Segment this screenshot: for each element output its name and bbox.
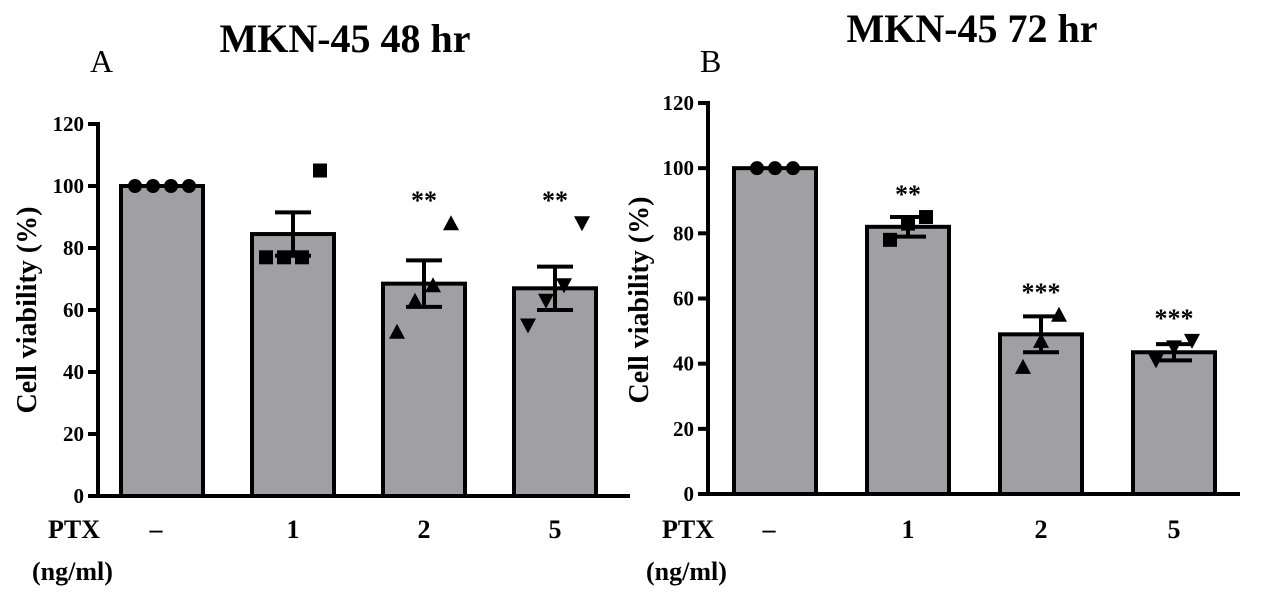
category-label: – <box>762 515 777 544</box>
bar <box>119 184 205 498</box>
category-label: 1 <box>902 515 915 544</box>
bar <box>1131 350 1217 497</box>
y-tick-label: 0 <box>684 482 695 506</box>
data-point <box>182 179 196 193</box>
y-tick-label: 20 <box>673 417 694 441</box>
chart-title: MKN-45 72 hr <box>846 6 1097 51</box>
data-point <box>919 210 933 225</box>
data-point <box>407 292 423 308</box>
y-axis-label: Cell viability (%) <box>12 207 43 414</box>
data-point <box>574 216 590 232</box>
chart-title: MKN-45 48 hr <box>219 16 470 61</box>
bar <box>998 332 1084 497</box>
panel-b: MKN-45 72 hr B Cell viability (%) PTX (n… <box>624 6 1240 586</box>
data-point <box>1184 333 1200 349</box>
y-tick-label: 80 <box>673 221 694 245</box>
panel-a: MKN-45 48 hr A Cell viability (%) PTX (n… <box>12 16 630 586</box>
data-point <box>277 250 291 265</box>
data-point <box>1166 340 1182 356</box>
bar <box>381 281 467 498</box>
x-axis-name-line2: (ng/ml) <box>32 557 113 586</box>
y-tick-label: 0 <box>74 484 85 508</box>
y-tick-label: 60 <box>673 287 694 311</box>
x-axis-name-line1: PTX <box>662 515 714 544</box>
category-label: 5 <box>1168 515 1181 544</box>
data-point <box>768 161 782 176</box>
data-point <box>164 179 178 193</box>
significance-label: ** <box>542 186 568 215</box>
y-tick-label: 40 <box>673 352 694 376</box>
y-tick-label: 100 <box>663 156 695 180</box>
data-point <box>1051 306 1067 322</box>
data-point <box>1033 332 1049 348</box>
data-point <box>295 250 309 265</box>
panel-label: A <box>90 43 113 79</box>
data-point <box>1148 353 1164 369</box>
bar <box>250 232 336 499</box>
significance-label: ** <box>411 186 437 215</box>
category-label: 5 <box>549 515 562 544</box>
category-label: 2 <box>1035 515 1048 544</box>
data-point <box>389 323 405 339</box>
data-point <box>901 216 915 231</box>
data-point <box>556 278 572 294</box>
y-tick-label: 20 <box>63 422 84 446</box>
data-point <box>1015 358 1031 374</box>
significance-label: ** <box>895 180 921 209</box>
category-label: – <box>149 515 164 544</box>
significance-label: *** <box>1022 278 1061 307</box>
data-point <box>259 250 273 265</box>
data-point <box>750 161 764 176</box>
y-axis-label: Cell viability (%) <box>624 197 655 404</box>
y-tick-label: 80 <box>63 236 84 260</box>
y-tick-label: 60 <box>63 298 84 322</box>
bar <box>732 166 818 497</box>
x-axis-name-line2: (ng/ml) <box>646 557 727 586</box>
panel-label: B <box>700 43 721 79</box>
data-point <box>313 163 327 178</box>
bar <box>865 224 951 496</box>
category-label: 2 <box>418 515 431 544</box>
x-axis-name-line1: PTX <box>48 515 100 544</box>
y-tick-label: 40 <box>63 360 84 384</box>
data-point <box>883 232 897 247</box>
data-point <box>425 277 441 293</box>
significance-label: *** <box>1155 304 1194 333</box>
y-tick-label: 120 <box>53 112 85 136</box>
y-tick-label: 120 <box>663 91 695 115</box>
data-point <box>786 161 800 176</box>
plot-marks: ** ** 0 20 40 60 80 100 120 – 1 2 5 <box>53 112 630 544</box>
y-tick-label: 100 <box>53 174 85 198</box>
data-point <box>128 179 142 193</box>
data-point <box>538 293 554 309</box>
data-point <box>146 179 160 193</box>
data-point <box>443 215 459 231</box>
category-label: 1 <box>287 515 300 544</box>
data-point <box>520 318 536 334</box>
